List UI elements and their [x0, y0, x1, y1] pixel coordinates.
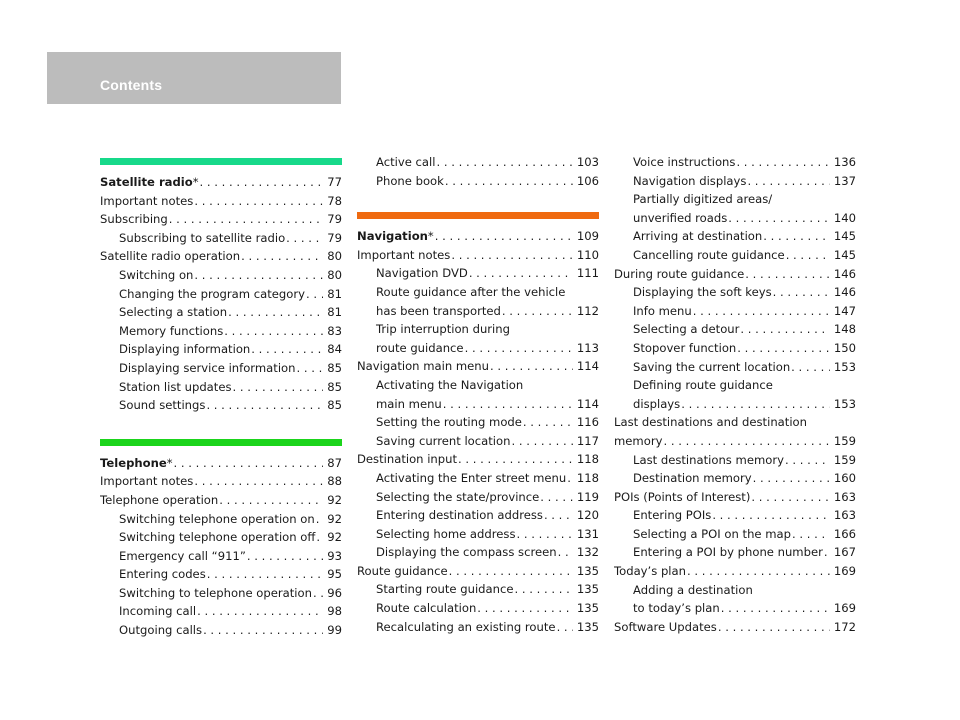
toc-heading-telephone[interactable]: Telephone*87 — [100, 454, 342, 473]
toc-entry[interactable]: Displaying the soft keys146 — [614, 283, 856, 302]
toc-entry[interactable]: displays153 — [614, 395, 856, 414]
toc-entry[interactable]: Outgoing calls99 — [100, 621, 342, 640]
toc-entry[interactable]: Route guidance after the vehicle — [376, 284, 566, 299]
toc-entry[interactable]: Defining route guidance — [633, 378, 773, 393]
toc-entry[interactable]: Switching telephone operation off92 — [100, 528, 342, 547]
toc-entry[interactable]: Recalculating an existing route135 — [357, 618, 599, 637]
toc-entry[interactable]: Trip interruption during — [376, 322, 510, 337]
toc-entry[interactable]: POIs (Points of Interest)163 — [614, 488, 856, 507]
toc-entry[interactable]: Saving current location117 — [357, 432, 599, 451]
toc-entries: Active call103 Phone book106 — [357, 153, 599, 190]
toc-entry[interactable]: main menu114 — [357, 395, 599, 414]
toc-entry[interactable]: Today’s plan169 — [614, 562, 856, 581]
toc-entries: Important notes78 Subscribing79 Subscrib… — [100, 192, 342, 415]
toc-entry[interactable]: Selecting a detour148 — [614, 320, 856, 339]
toc-entry[interactable]: Route calculation135 — [357, 599, 599, 618]
toc-heading-navigation[interactable]: Navigation*109 — [357, 227, 599, 246]
toc-entry[interactable]: Navigation main menu114 — [357, 357, 599, 376]
toc-entry[interactable]: Sound settings85 — [100, 396, 342, 415]
toc-entry[interactable]: Last destinations memory159 — [614, 451, 856, 470]
toc-entry[interactable]: to today’s plan169 — [614, 599, 856, 618]
satellite-section-bar — [100, 158, 342, 165]
toc-entry[interactable]: Entering destination address120 — [357, 506, 599, 525]
toc-entry[interactable]: Telephone operation92 — [100, 491, 342, 510]
toc-entry[interactable]: Selecting home address131 — [357, 525, 599, 544]
toc-entry[interactable]: Entering a POI by phone number167 — [614, 543, 856, 562]
toc-entry[interactable]: Setting the routing mode116 — [357, 413, 599, 432]
toc-entry[interactable]: During route guidance146 — [614, 265, 856, 284]
toc-entry[interactable]: Switching on80 — [100, 266, 342, 285]
toc-entry[interactable]: Subscribing to satellite radio79 — [100, 229, 342, 248]
toc-entries: Important notes110 Navigation DVD111 Rou… — [357, 246, 599, 636]
toc-entry[interactable]: Active call103 — [357, 153, 599, 172]
toc-entry[interactable]: Navigation displays137 — [614, 172, 856, 191]
toc-entry[interactable]: Info menu147 — [614, 302, 856, 321]
header-banner: Contents — [47, 52, 341, 104]
toc-entry[interactable]: Displaying information84 — [100, 340, 342, 359]
toc-entry[interactable]: Navigation DVD111 — [357, 264, 599, 283]
toc-entry[interactable]: Changing the program category81 — [100, 285, 342, 304]
toc-entry[interactable]: Displaying service information85 — [100, 359, 342, 378]
toc-entry[interactable]: Memory functions83 — [100, 322, 342, 341]
toc-entry[interactable]: Selecting a station81 — [100, 303, 342, 322]
toc-entry[interactable]: Activating the Navigation — [376, 377, 524, 392]
toc-entry[interactable]: Arriving at destination145 — [614, 227, 856, 246]
toc-entry[interactable]: memory159 — [614, 432, 856, 451]
toc-entries: Important notes88 Telephone operation92 … — [100, 472, 342, 639]
toc-entry[interactable]: Saving the current location153 — [614, 358, 856, 377]
toc-heading-satellite[interactable]: Satellite radio*77 — [100, 173, 342, 192]
toc-entry[interactable]: Station list updates85 — [100, 378, 342, 397]
toc-entry[interactable]: Activating the Enter street menu118 — [357, 469, 599, 488]
toc-entry[interactable]: Partially digitized areas/ — [633, 192, 773, 207]
toc-entry[interactable]: Important notes78 — [100, 192, 342, 211]
toc-entry[interactable]: Cancelling route guidance145 — [614, 246, 856, 265]
toc-entry[interactable]: Adding a destination — [633, 582, 753, 597]
toc-entry[interactable]: Selecting the state/province119 — [357, 488, 599, 507]
toc-entry[interactable]: Voice instructions136 — [614, 153, 856, 172]
toc-entry[interactable]: Selecting a POI on the map166 — [614, 525, 856, 544]
toc-entry[interactable]: Destination memory160 — [614, 469, 856, 488]
toc-entry[interactable]: Displaying the compass screen132 — [357, 543, 599, 562]
toc-entry[interactable]: Entering codes95 — [100, 565, 342, 584]
toc-entry[interactable]: Emergency call “911”93 — [100, 547, 342, 566]
toc-entry[interactable]: has been transported112 — [357, 302, 599, 321]
toc-entries: Voice instructions136 Navigation display… — [614, 153, 856, 636]
toc-entry[interactable]: Important notes110 — [357, 246, 599, 265]
toc-entry[interactable]: unverified roads140 — [614, 209, 856, 228]
toc-entry[interactable]: Destination input118 — [357, 450, 599, 469]
navigation-section-bar — [357, 212, 599, 220]
page-title: Contents — [100, 77, 163, 93]
toc-entry[interactable]: Switching telephone operation on92 — [100, 510, 342, 529]
toc-entry[interactable]: Switching to telephone operation96 — [100, 584, 342, 603]
toc-column-3: Voice instructions136 Navigation display… — [614, 153, 856, 636]
toc-entry[interactable]: Software Updates172 — [614, 618, 856, 637]
toc-entry[interactable]: Stopover function150 — [614, 339, 856, 358]
toc-entry[interactable]: Satellite radio operation80 — [100, 247, 342, 266]
toc-entry[interactable]: Phone book106 — [357, 172, 599, 191]
toc-entry[interactable]: Important notes88 — [100, 472, 342, 491]
telephone-section-bar — [100, 438, 342, 446]
toc-entry[interactable]: Route guidance135 — [357, 562, 599, 581]
toc-entry[interactable]: Subscribing79 — [100, 210, 342, 229]
toc-entry[interactable]: Last destinations and destination — [614, 415, 807, 430]
toc-column-1: Satellite radio*77 Important notes78 Sub… — [100, 158, 342, 640]
toc-entry[interactable]: Incoming call98 — [100, 602, 342, 621]
toc-entry[interactable]: Entering POIs163 — [614, 506, 856, 525]
toc-entry[interactable]: route guidance113 — [357, 339, 599, 358]
toc-column-2: Active call103 Phone book106 Navigation*… — [357, 153, 599, 636]
toc-entry[interactable]: Starting route guidance135 — [357, 580, 599, 599]
